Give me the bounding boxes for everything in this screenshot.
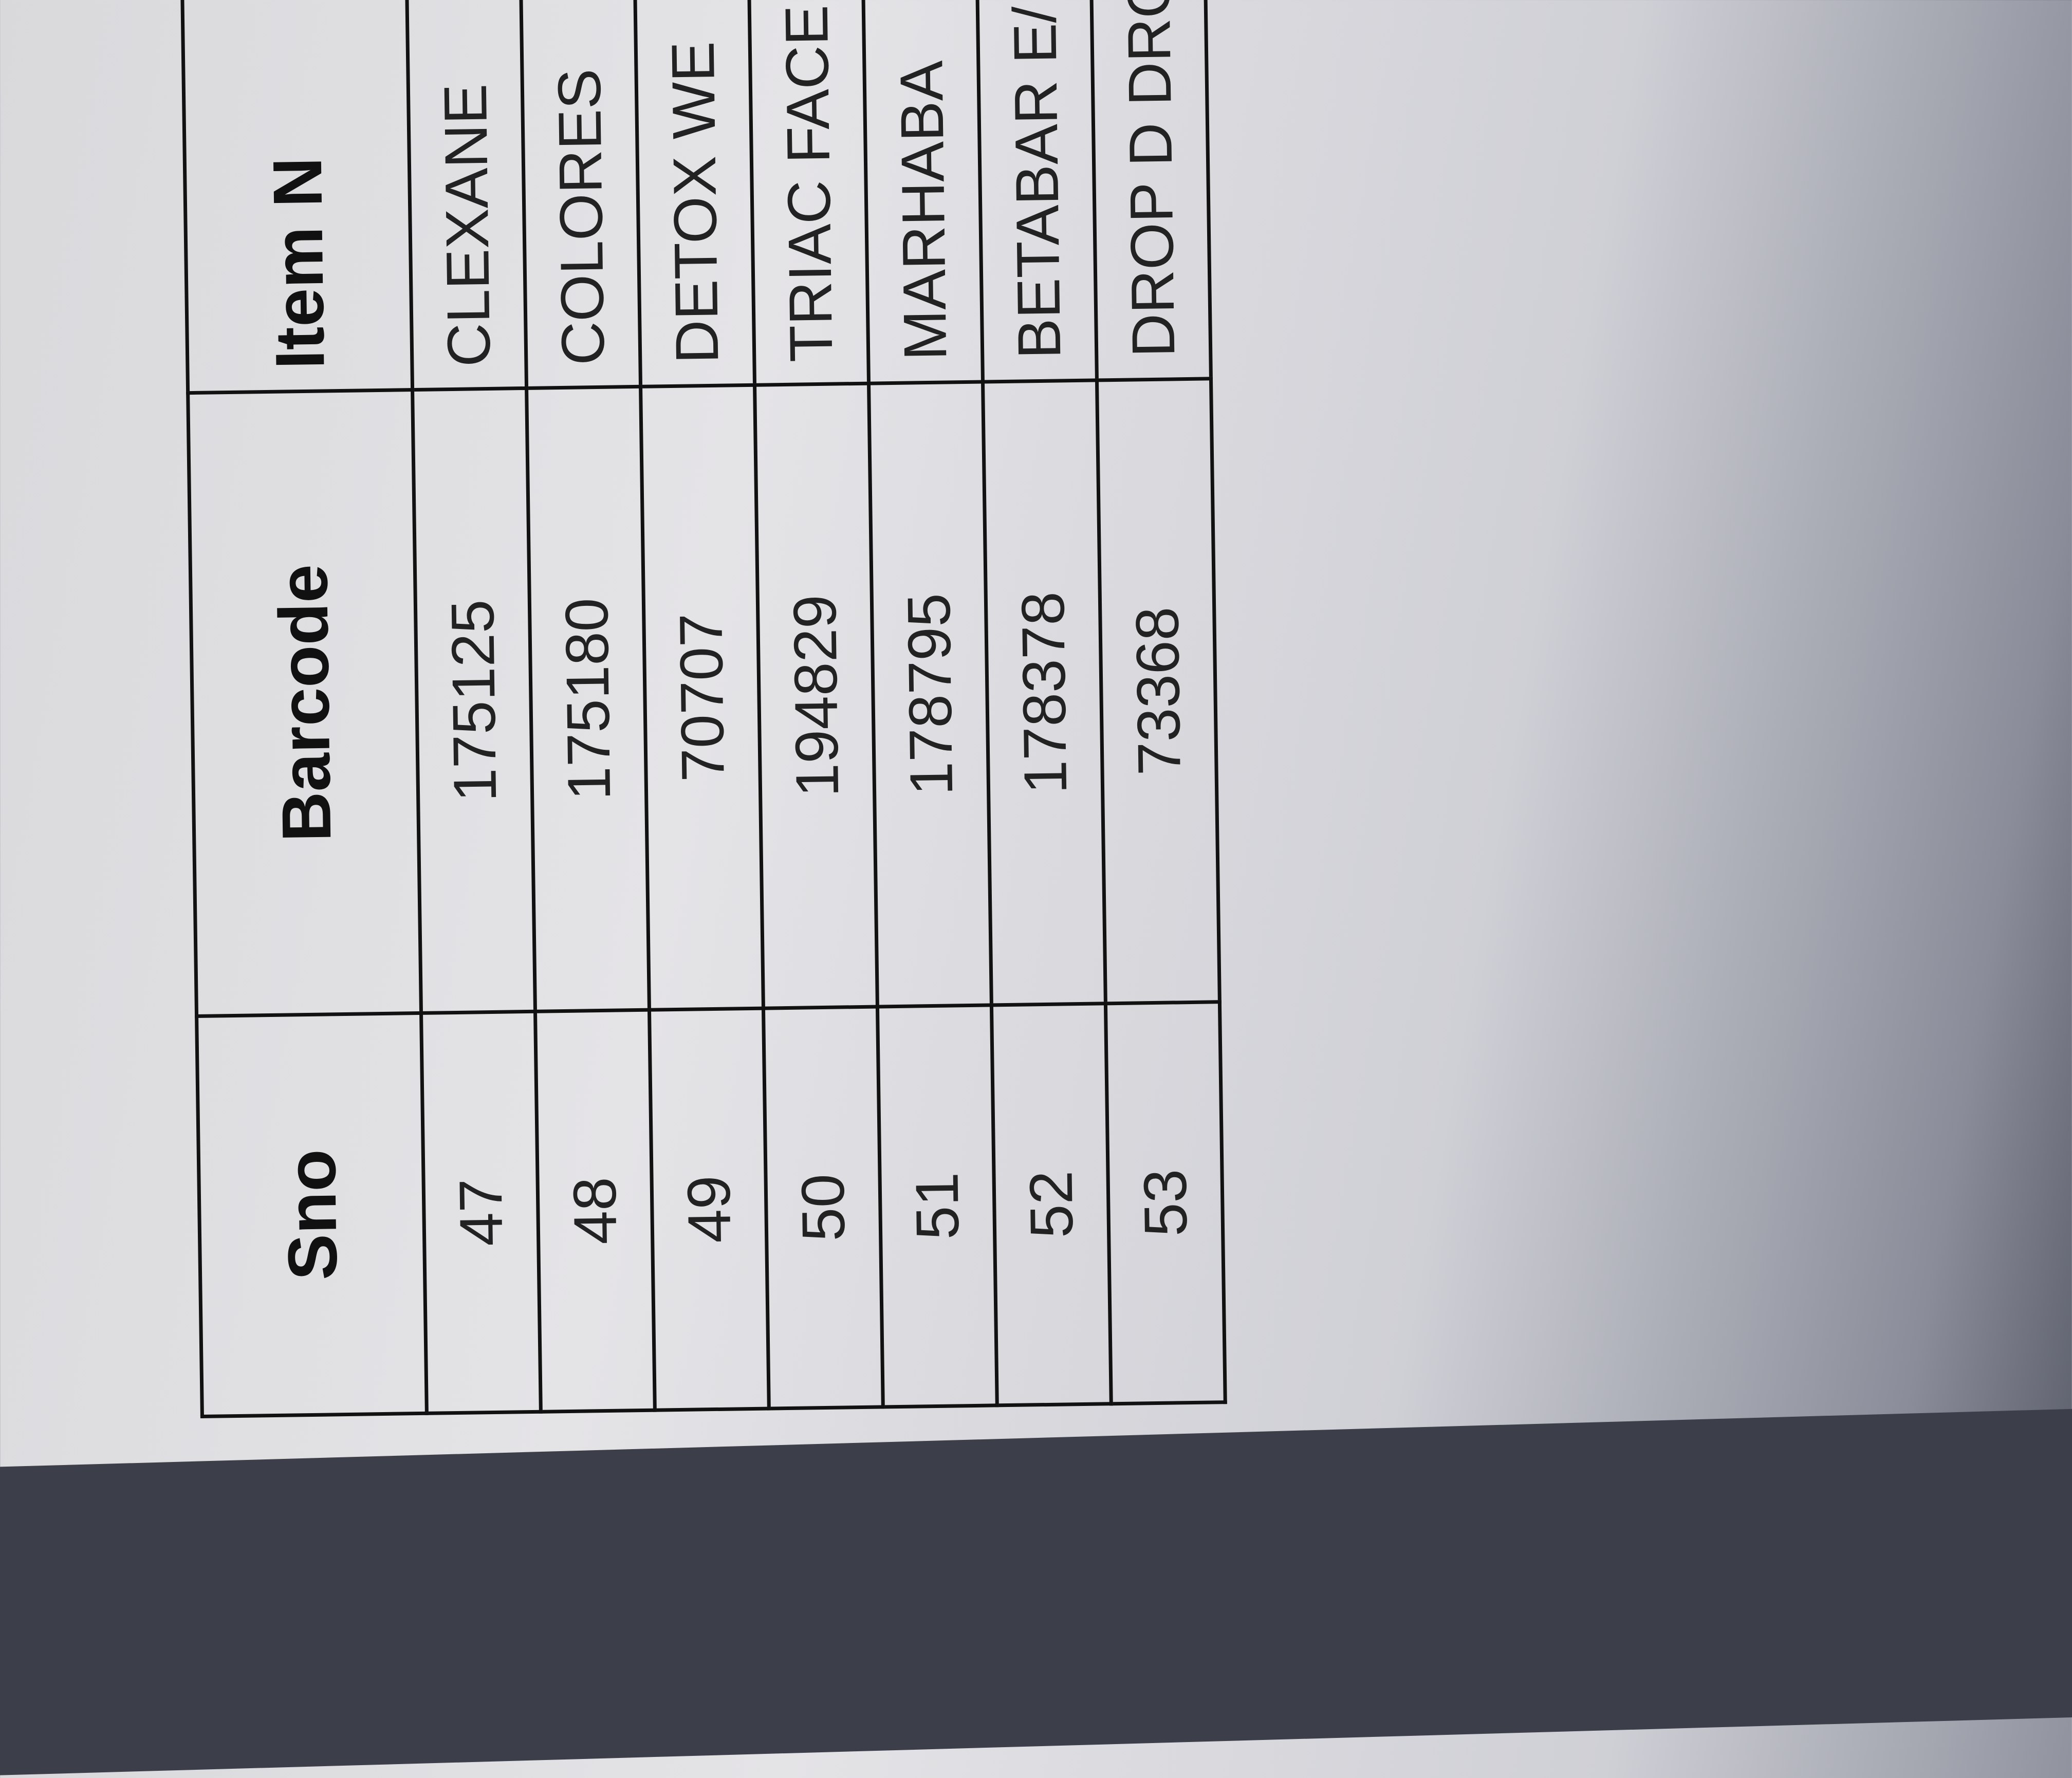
cell-item-name[interactable]: TRIAC FACE <box>743 0 869 385</box>
cell-sno[interactable]: 51 <box>877 1005 997 1407</box>
monitor-bezel <box>0 1403 2072 1778</box>
column-header-item-name[interactable]: Item N <box>176 0 413 394</box>
cell-barcode[interactable]: 178795 <box>868 382 992 1007</box>
cell-barcode[interactable]: 175125 <box>412 388 535 1013</box>
header-row: Sno Barcode Item N <box>176 0 427 1417</box>
cell-barcode[interactable]: 73368 <box>1097 379 1220 1004</box>
column-header-sno[interactable]: Sno <box>196 1013 427 1417</box>
cell-item-name[interactable]: BETABAR E/ <box>971 0 1097 382</box>
cell-barcode[interactable]: 175180 <box>526 386 650 1012</box>
cell-barcode[interactable]: 178378 <box>983 380 1106 1005</box>
cell-item-name[interactable]: MARHABA <box>857 0 983 384</box>
cell-sno[interactable]: 52 <box>991 1003 1112 1405</box>
cell-sno[interactable]: 48 <box>535 1010 655 1412</box>
cell-barcode[interactable]: 70707 <box>640 385 764 1010</box>
spreadsheet-table: Sno Barcode Item N 47 175125 CLEXANE 48 1751… <box>174 0 1227 1418</box>
cell-item-name[interactable]: DROP D DRO <box>1085 0 1211 381</box>
cell-barcode[interactable]: 194829 <box>754 383 878 1009</box>
cell-sno[interactable]: 50 <box>763 1007 883 1409</box>
cell-item-name[interactable]: COLORES <box>514 0 641 388</box>
cell-item-name[interactable]: DETOX WE <box>628 0 755 387</box>
cell-item-name[interactable]: CLEXANE <box>400 0 527 390</box>
cell-sno[interactable]: 47 <box>421 1011 541 1414</box>
column-header-barcode[interactable]: Barcode <box>188 390 421 1016</box>
cell-sno[interactable]: 53 <box>1105 1002 1226 1404</box>
cell-sno[interactable]: 49 <box>649 1008 769 1411</box>
